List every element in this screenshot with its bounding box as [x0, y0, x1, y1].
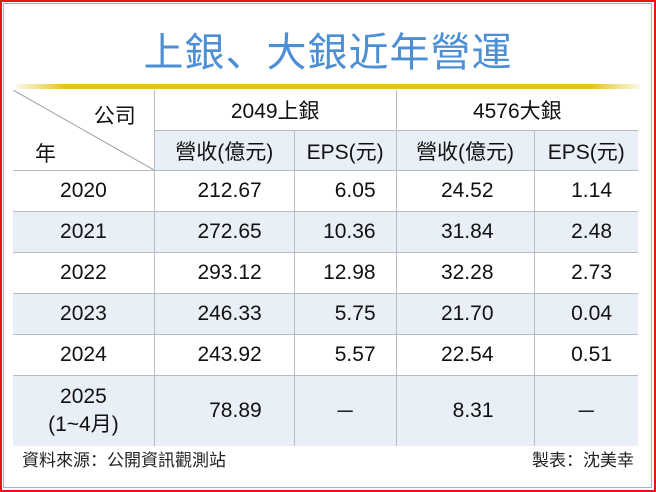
maker-credit: 製表：沈美幸	[532, 451, 634, 470]
table-row: 2024 243.92 5.57 22.54 0.51	[13, 334, 638, 376]
mikro-eps-cell: 0.51	[533, 334, 638, 376]
year-cell: 2021	[13, 211, 155, 253]
hiwin-eps-cell: 5.57	[293, 334, 397, 376]
subheader-eps: EPS(元)	[533, 130, 638, 171]
page-title: 上銀、大銀近年營運	[143, 31, 513, 75]
year-cell: 2025 (1~4月)	[13, 375, 155, 446]
mikro-eps-cell: 2.48	[533, 211, 638, 253]
year-cell: 2022	[13, 253, 154, 294]
table-row: 2025 (1~4月) 78.89 － 8.31 －	[13, 375, 638, 446]
hiwin-eps-cell: 12.98	[293, 252, 397, 294]
mikro-eps-cell: 1.14	[533, 170, 638, 212]
mikro-revenue-cell: 21.70	[395, 293, 535, 335]
hiwin-revenue-cell: 78.89	[153, 375, 295, 446]
header-row-sub: 營收(億元) EPS(元) 營收(億元) EPS(元)	[13, 130, 638, 171]
hiwin-eps-cell: 5.75	[293, 293, 397, 335]
year-cell: 2020	[13, 171, 154, 212]
table-row: 2022 293.12 12.98 32.28 2.73	[13, 252, 638, 294]
hiwin-revenue-cell: 293.12	[153, 252, 295, 294]
header-row-groups: 公司 年 2049上銀 4576大銀	[13, 90, 638, 170]
mikro-revenue-cell: 31.84	[395, 211, 535, 253]
hiwin-revenue-cell: 243.92	[153, 334, 295, 376]
source-note: 資料來源：公開資訊觀測站	[22, 451, 226, 470]
hiwin-revenue-cell: 272.65	[153, 211, 295, 253]
mikro-eps-cell: 2.73	[533, 252, 638, 294]
mikro-revenue-cell: 8.31	[395, 375, 535, 446]
mikro-revenue-cell: 24.52	[395, 170, 535, 212]
year-note: (1~4月)	[48, 412, 119, 436]
year-label: 2023	[60, 302, 107, 325]
year-label: 2025	[60, 384, 107, 408]
mikro-revenue-cell: 22.54	[395, 334, 535, 376]
corner-header-cell: 公司 年	[13, 90, 154, 171]
hiwin-revenue-cell: 246.33	[153, 293, 295, 335]
table-row: 2020 212.67 6.05 24.52 1.14	[13, 170, 638, 212]
year-cell: 2024	[13, 335, 154, 376]
hiwin-revenue-cell: 212.67	[153, 170, 295, 212]
table-row: 2021 272.65 10.36 31.84 2.48	[13, 211, 638, 253]
year-label: 2022	[60, 261, 107, 284]
corner-year-label: 年	[35, 143, 56, 166]
group-header-hiwin: 2049上銀	[153, 90, 397, 131]
hiwin-eps-cell: －	[293, 375, 397, 446]
group-header-hiwin-mikro: 4576大銀	[395, 90, 638, 131]
year-cell: 2023	[13, 293, 155, 335]
title-divider	[16, 84, 640, 89]
mikro-eps-cell: 0.04	[533, 293, 638, 335]
diagonal-divider	[13, 90, 154, 170]
table-row: 2023 246.33 5.75 21.70 0.04	[13, 293, 638, 335]
subheader-revenue: 營收(億元)	[153, 130, 295, 171]
subheader-revenue: 營收(億元)	[395, 130, 535, 171]
hiwin-eps-cell: 6.05	[293, 170, 397, 212]
inner-border	[3, 3, 652, 488]
corner-company-label: 公司	[93, 105, 136, 128]
year-label: 2024	[60, 343, 107, 366]
hiwin-eps-cell: 10.36	[293, 211, 397, 253]
year-label: 2020	[60, 179, 107, 202]
data-table: 公司 年 2049上銀 4576大銀 營收(億元) EPS(元) 營收(億元) …	[13, 90, 638, 446]
year-label: 2021	[60, 220, 107, 243]
mikro-revenue-cell: 32.28	[395, 252, 535, 294]
subheader-eps: EPS(元)	[293, 130, 397, 171]
mikro-eps-cell: －	[533, 375, 638, 446]
